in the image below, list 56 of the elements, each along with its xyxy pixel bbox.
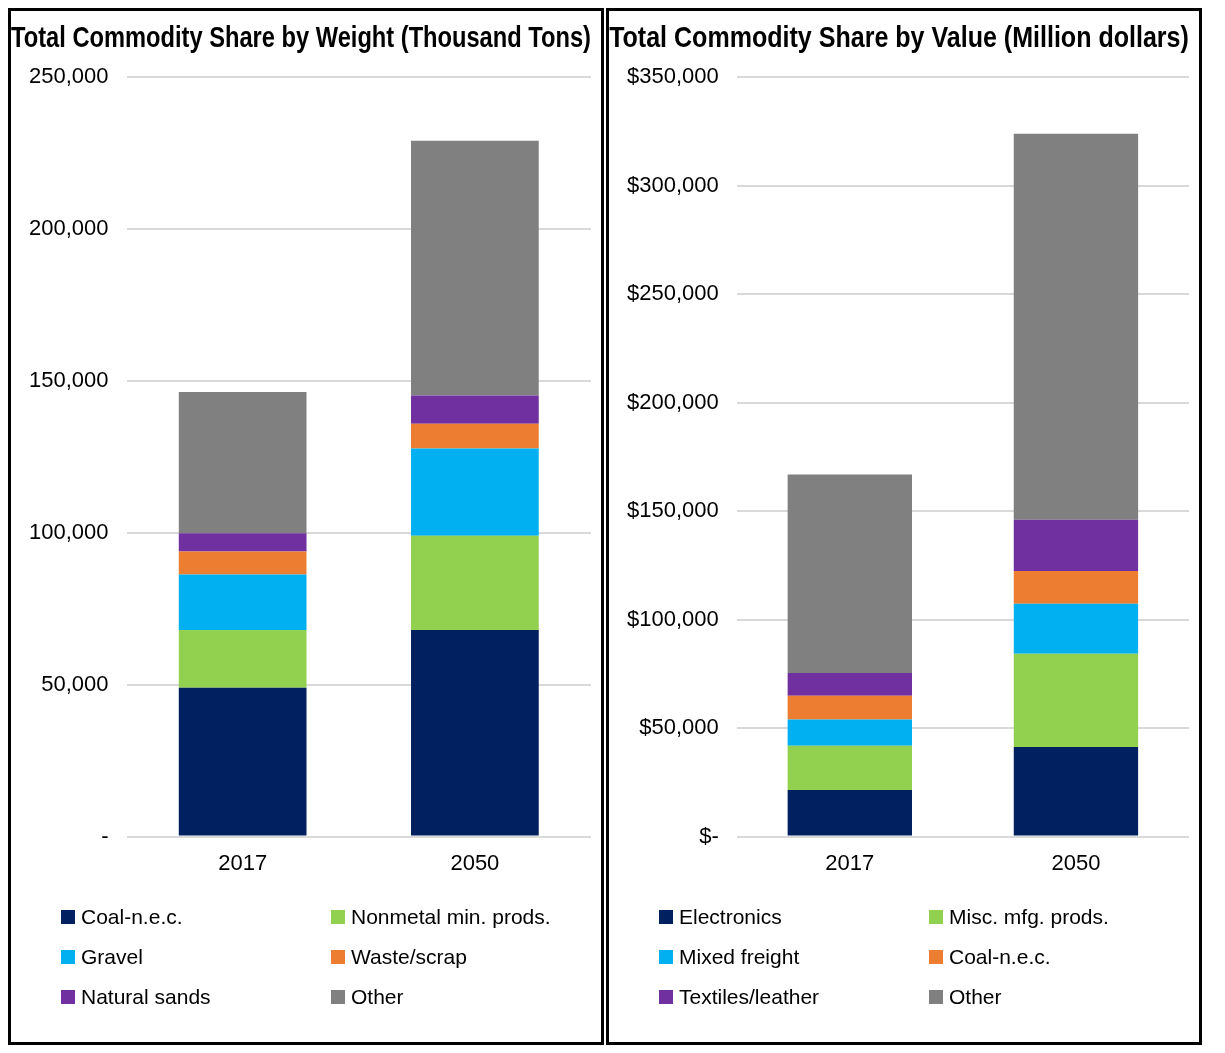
y-tick-label: 200,000 bbox=[28, 214, 109, 240]
y-tick-label: 50,000 bbox=[41, 670, 109, 696]
legend-label: Mixed freight bbox=[679, 945, 800, 969]
bar bbox=[787, 789, 912, 836]
y-tick-label: $- bbox=[699, 822, 719, 848]
legend-label: Misc. mfg. prods. bbox=[949, 905, 1109, 929]
legend-label: Gravel bbox=[81, 945, 143, 969]
bar bbox=[411, 535, 539, 630]
y-tick-label: $200,000 bbox=[626, 388, 719, 414]
y-tick-label: $350,000 bbox=[626, 63, 719, 89]
bar bbox=[1013, 519, 1139, 571]
x-tick-label: 2017 bbox=[825, 849, 875, 875]
legend-label: Electronics bbox=[679, 905, 782, 929]
legend-label: Nonmetal min. prods. bbox=[351, 905, 551, 929]
legend-label: Coal-n.e.c. bbox=[949, 945, 1051, 969]
legend-label: Natural sands bbox=[81, 985, 211, 1009]
bar bbox=[411, 448, 539, 536]
bar bbox=[787, 695, 912, 720]
y-tick-label: 150,000 bbox=[28, 366, 109, 392]
x-tick-label: 2017 bbox=[218, 849, 268, 875]
bar bbox=[787, 474, 912, 673]
y-tick-label: $300,000 bbox=[626, 171, 719, 197]
bar bbox=[411, 140, 539, 396]
bar bbox=[1013, 603, 1139, 654]
legend-label: Coal-n.e.c. bbox=[81, 905, 183, 929]
bar bbox=[787, 672, 912, 696]
legend-label: Other bbox=[949, 985, 1002, 1009]
x-tick-label: 2050 bbox=[1051, 849, 1101, 875]
bar bbox=[178, 687, 307, 836]
bar bbox=[178, 392, 307, 534]
bar bbox=[1013, 570, 1139, 604]
y-tick-label: - bbox=[101, 822, 109, 848]
y-tick-label: $250,000 bbox=[626, 280, 719, 306]
bar bbox=[178, 629, 307, 688]
bar bbox=[1013, 746, 1139, 836]
bar bbox=[787, 719, 912, 746]
y-tick-label: $150,000 bbox=[626, 497, 719, 523]
legend-label: Other bbox=[351, 985, 404, 1009]
chart-title: Total Commodity Share by Weight (Thousand Tons) bbox=[11, 20, 591, 54]
chart-title: Total Commodity Share by Value (Million dollars) bbox=[609, 20, 1189, 54]
x-tick-label: 2050 bbox=[450, 849, 500, 875]
y-tick-label: $50,000 bbox=[639, 714, 719, 740]
legend-label: Waste/scrap bbox=[351, 945, 467, 969]
bar bbox=[178, 574, 307, 630]
bar bbox=[411, 629, 539, 836]
bar bbox=[1013, 653, 1139, 747]
bar bbox=[1013, 133, 1139, 520]
bar bbox=[787, 745, 912, 790]
bar bbox=[178, 533, 307, 552]
bar bbox=[411, 395, 539, 424]
y-tick-label: $100,000 bbox=[626, 605, 719, 631]
bar bbox=[178, 551, 307, 575]
bar bbox=[411, 423, 539, 449]
legend-label: Textiles/leather bbox=[679, 985, 820, 1009]
y-tick-label: 100,000 bbox=[28, 518, 109, 544]
y-tick-label: 250,000 bbox=[28, 63, 109, 89]
